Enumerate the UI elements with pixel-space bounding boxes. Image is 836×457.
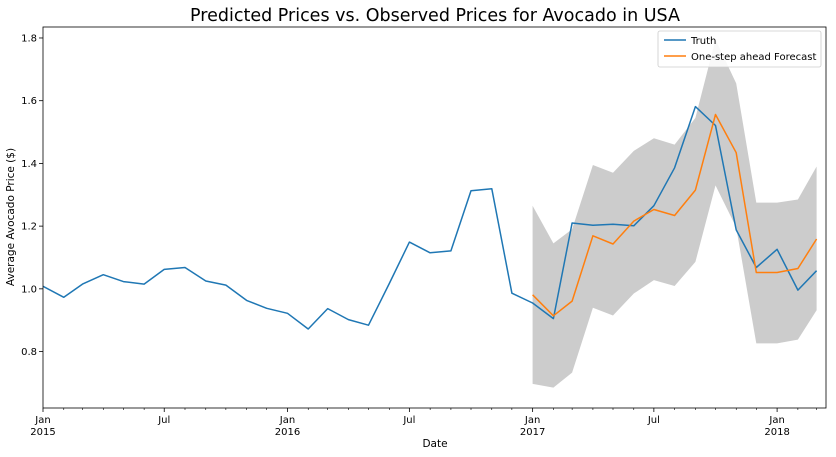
x-tick-year-label: 2016: [275, 427, 300, 438]
y-tick-label: 1.6: [21, 96, 37, 107]
confidence-band: [532, 39, 817, 388]
legend: Truth One-step ahead Forecast: [657, 30, 822, 68]
x-tick-label: Jan: [524, 415, 540, 426]
x-tick-label: Jan: [279, 415, 295, 426]
x-tick-label: Jul: [647, 415, 660, 426]
x-tick-label: Jul: [157, 415, 170, 426]
y-tick-label: 1.2: [21, 222, 37, 233]
y-axis: 0.8 1.0 1.2 1.4 1.6 1.8: [21, 33, 43, 358]
x-axis-label: Date: [422, 438, 447, 450]
series-line-forecast: [532, 113, 818, 317]
chart-title: Predicted Prices vs. Observed Prices for…: [190, 6, 680, 26]
legend-label-truth: Truth: [690, 36, 716, 47]
x-tick-label: Jan: [34, 415, 50, 426]
x-tick-year-label: 2017: [520, 427, 545, 438]
plot-area: [42, 26, 827, 409]
legend-label-forecast: One-step ahead Forecast: [691, 52, 816, 63]
x-tick-label: Jan: [768, 415, 784, 426]
y-tick-label: 0.8: [21, 347, 37, 358]
y-tick-label: 1.0: [21, 284, 37, 295]
y-tick-label: 1.8: [21, 33, 37, 44]
x-tick-year-label: 2015: [30, 427, 55, 438]
x-tick-label: Jul: [402, 415, 415, 426]
y-tick-label: 1.4: [21, 159, 37, 170]
legend-box: [657, 30, 822, 68]
y-axis-label: Average Avocado Price ($): [5, 148, 17, 286]
series-line-truth: [43, 105, 818, 330]
x-tick-year-label: 2018: [764, 427, 789, 438]
plot-frame: [42, 26, 827, 409]
